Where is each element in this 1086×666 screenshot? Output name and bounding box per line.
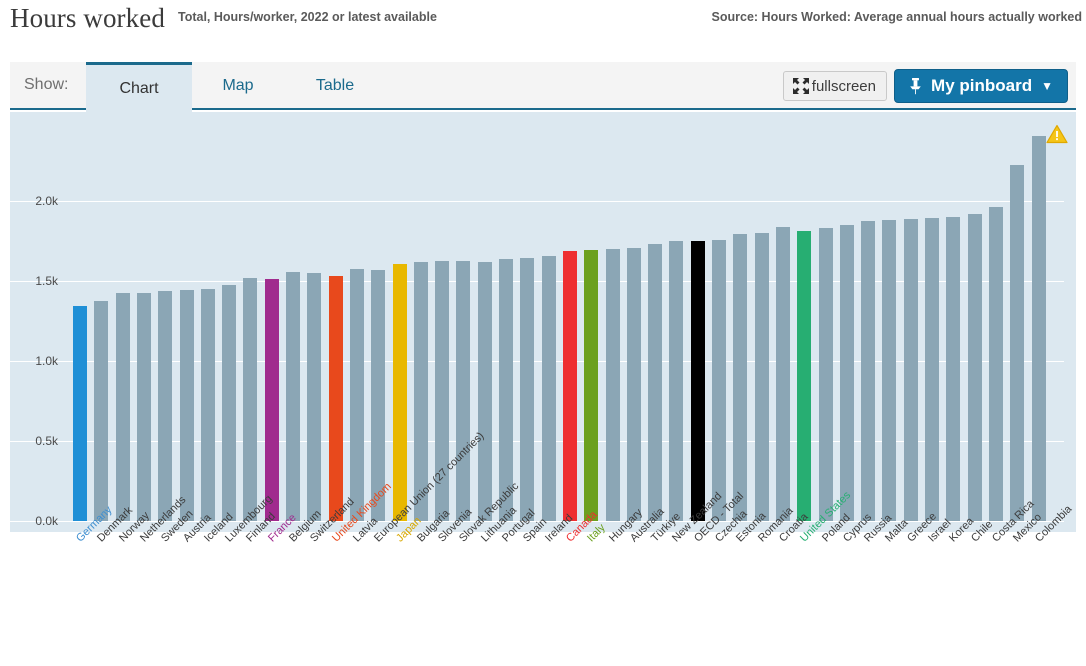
bar-sweden[interactable]: [158, 290, 173, 521]
bar-croatia[interactable]: [775, 227, 790, 521]
bar-united-states[interactable]: [797, 231, 812, 521]
chart-panel: 0.0k 0.5k 1.0k 1.5k 2.0k: [10, 112, 1076, 532]
bar-mexico[interactable]: [1010, 164, 1025, 521]
tab-chart-label: Chart: [119, 79, 159, 97]
bar-cyprus[interactable]: [839, 224, 854, 521]
bar-malta[interactable]: [882, 219, 897, 521]
pinboard-label: My pinboard: [931, 76, 1033, 95]
bar-estonia[interactable]: [733, 234, 748, 521]
bar-greece[interactable]: [903, 219, 918, 521]
tab-chart[interactable]: Chart: [86, 62, 192, 112]
y-axis-tick: 1.0k: [35, 354, 58, 368]
tab-map-label: Map: [222, 77, 254, 94]
bar-lithuania[interactable]: [477, 261, 492, 521]
tab-map[interactable]: Map: [192, 62, 284, 110]
bar-ireland[interactable]: [541, 256, 556, 521]
bar-iceland[interactable]: [200, 289, 215, 521]
page-header: Hours worked Total, Hours/worker, 2022 o…: [0, 0, 1086, 58]
bar-bulgaria[interactable]: [413, 261, 428, 521]
bar-denmark[interactable]: [94, 301, 109, 521]
plot-area: 0.0k 0.5k 1.0k 1.5k 2.0k: [10, 112, 1068, 532]
bar-italy[interactable]: [584, 249, 599, 521]
gridline: [10, 441, 1064, 442]
bar-romania[interactable]: [754, 233, 769, 521]
source-note: Source: Hours Worked: Average annual hou…: [711, 10, 1082, 24]
tab-table-label: Table: [315, 77, 355, 94]
bar-poland[interactable]: [818, 228, 833, 521]
bar-oecd-total[interactable]: [690, 240, 705, 521]
bar-slovak-republic[interactable]: [456, 261, 471, 521]
bar-finland[interactable]: [243, 278, 258, 521]
bar-chile[interactable]: [967, 214, 982, 521]
bar-portugal[interactable]: [499, 259, 513, 521]
bar-united-kingdom[interactable]: [328, 275, 343, 521]
gridline: [10, 521, 1064, 522]
bar-korea[interactable]: [946, 216, 961, 521]
chevron-down-icon: ▼: [1041, 79, 1053, 93]
bar-austria[interactable]: [179, 289, 194, 521]
bar-switzerland[interactable]: [307, 272, 322, 521]
gridline: [10, 201, 1064, 202]
gridline: [10, 281, 1064, 282]
bar-hungary[interactable]: [605, 249, 620, 521]
y-axis-tick: 2.0k: [35, 194, 58, 208]
y-axis-tick: 0.5k: [35, 434, 58, 448]
pushpin-icon: [909, 77, 922, 95]
bar-new-zealand[interactable]: [669, 241, 684, 521]
bar-canada[interactable]: [562, 251, 577, 521]
warning-triangle-icon[interactable]: [1045, 124, 1068, 144]
y-axis-tick: 1.5k: [35, 274, 58, 288]
bar-spain[interactable]: [520, 257, 535, 521]
bar-latvia[interactable]: [349, 269, 364, 521]
bar-japan[interactable]: [392, 263, 407, 521]
bar-series: [68, 112, 1068, 532]
bar-belgium[interactable]: [286, 272, 300, 521]
bar-france[interactable]: [264, 279, 279, 521]
page-title: Hours worked: [10, 3, 165, 33]
bar-russia[interactable]: [861, 221, 876, 521]
fullscreen-button[interactable]: fullscreen: [782, 71, 887, 101]
expand-arrows-icon: [792, 77, 810, 95]
bar-australia[interactable]: [626, 247, 641, 521]
view-toolbar: Show: Chart Map Table fullscreen: [10, 62, 1076, 112]
bar-european-union-27-countries[interactable]: [371, 269, 386, 521]
bar-luxembourg[interactable]: [222, 285, 237, 521]
bar-slovenia[interactable]: [435, 261, 450, 521]
fullscreen-label: fullscreen: [811, 77, 876, 95]
bar-colombia[interactable]: [1031, 136, 1046, 521]
bar-norway[interactable]: [115, 293, 130, 521]
bar-costa-rica[interactable]: [988, 206, 1003, 521]
tab-table[interactable]: Table: [284, 62, 386, 110]
y-axis-tick: 0.0k: [35, 514, 58, 528]
bar-netherlands[interactable]: [136, 292, 151, 521]
page-subtitle: Total, Hours/worker, 2022 or latest avai…: [178, 10, 437, 24]
gridline: [10, 361, 1064, 362]
bar-germany[interactable]: [73, 306, 87, 521]
bar-t-rkiye[interactable]: [648, 243, 663, 521]
show-label: Show:: [24, 76, 69, 93]
x-axis-labels: Germany Denmark Norway Netherlands Sweden Aus…: [10, 430, 1076, 662]
my-pinboard-button[interactable]: My pinboard ▼: [894, 69, 1068, 103]
bar-israel[interactable]: [925, 218, 939, 521]
bar-czechia[interactable]: [712, 240, 726, 521]
